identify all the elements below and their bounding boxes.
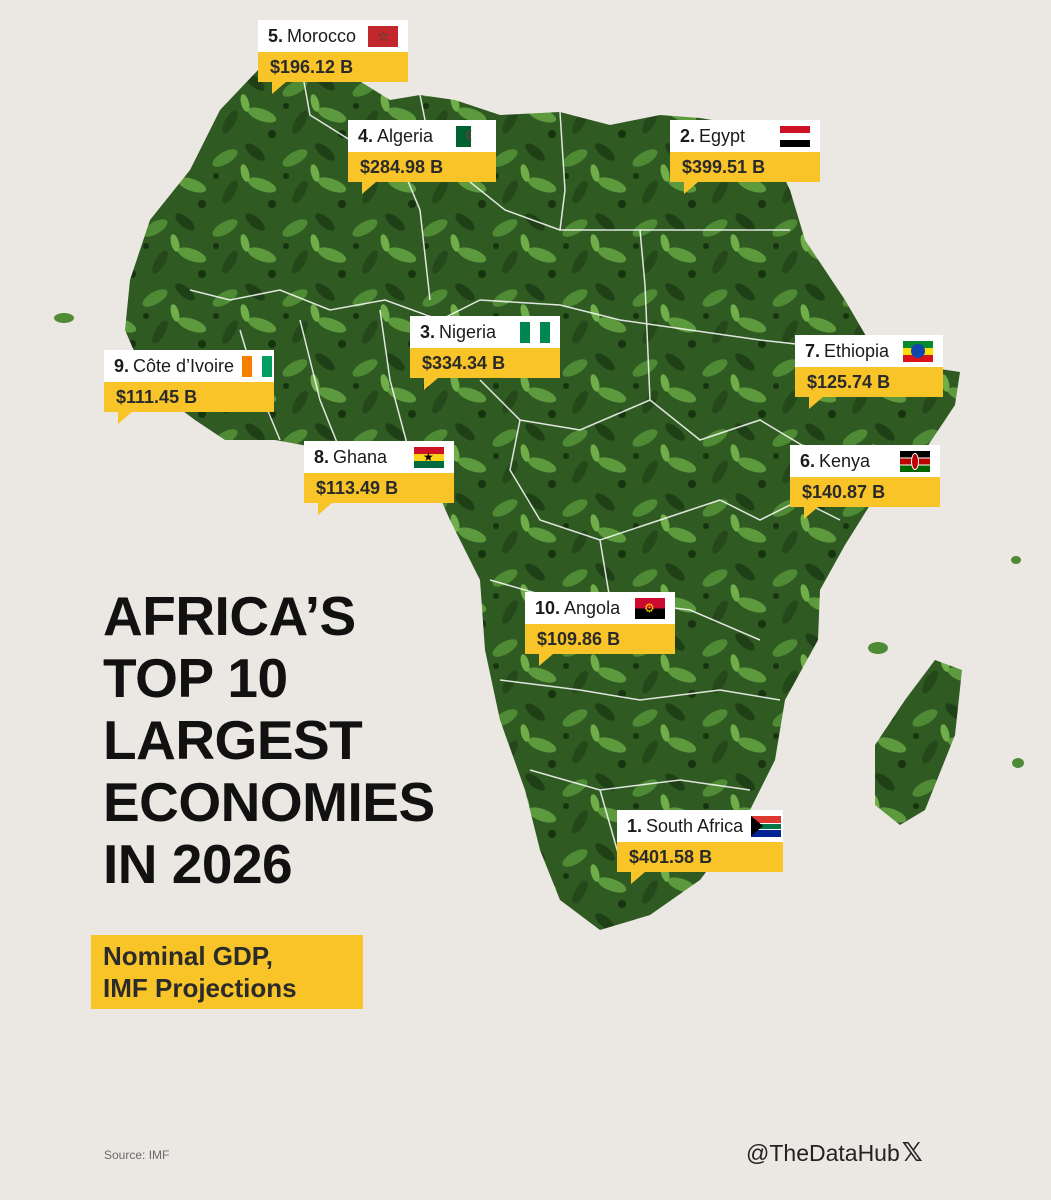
south-africa-flag-icon bbox=[751, 815, 782, 837]
gdp-value: $111.45 B bbox=[104, 382, 274, 424]
gdp-value: $109.86 B bbox=[525, 624, 675, 666]
ethiopia-flag-icon bbox=[903, 340, 933, 362]
x-logo-icon: 𝕏 bbox=[901, 1138, 923, 1168]
kenya-flag-icon bbox=[900, 450, 930, 472]
morocco-flag-icon: ☆ bbox=[368, 25, 398, 47]
label-angola: 10. Angola ⚙ $109.86 B bbox=[525, 592, 675, 666]
gdp-value: $125.74 B bbox=[795, 367, 943, 409]
egypt-flag-icon bbox=[780, 125, 810, 147]
ghana-flag-icon: ★ bbox=[414, 446, 444, 468]
gdp-value: $113.49 B bbox=[304, 473, 454, 515]
label-ethiopia: 7. Ethiopia $125.74 B bbox=[795, 335, 943, 409]
label-morocco: 5. Morocco ☆ $196.12 B bbox=[258, 20, 408, 94]
small-islands bbox=[54, 313, 1024, 768]
source-note: Source: IMF bbox=[104, 1148, 170, 1162]
label-top: 5. Morocco ☆ bbox=[258, 20, 408, 52]
label-cote-divoire: 9. Côte d’Ivoire $111.45 B bbox=[104, 350, 274, 424]
label-kenya: 6. Kenya $140.87 B bbox=[790, 445, 940, 519]
algeria-flag-icon: ☾ bbox=[456, 125, 486, 147]
subtitle-box: Nominal GDP, IMF Projections bbox=[91, 935, 363, 1009]
label-south-africa: 1. South Africa $401.58 B bbox=[617, 810, 783, 884]
label-algeria: 4. Algeria ☾ $284.98 B bbox=[348, 120, 496, 194]
label-nigeria: 3. Nigeria $334.34 B bbox=[410, 316, 560, 390]
cote-divoire-flag-icon bbox=[242, 355, 273, 377]
gdp-value: $401.58 B bbox=[617, 842, 783, 884]
gdp-value: $334.34 B bbox=[410, 348, 560, 390]
social-handle: @TheDataHub 𝕏 bbox=[746, 1138, 923, 1168]
gdp-value: $196.12 B bbox=[258, 52, 408, 94]
madagascar bbox=[875, 660, 962, 825]
nigeria-flag-icon bbox=[520, 321, 550, 343]
africa-landmass bbox=[125, 55, 960, 930]
label-ghana: 8. Ghana ★ $113.49 B bbox=[304, 441, 454, 515]
gdp-value: $140.87 B bbox=[790, 477, 940, 519]
angola-flag-icon: ⚙ bbox=[635, 597, 665, 619]
label-egypt: 2. Egypt $399.51 B bbox=[670, 120, 820, 194]
gdp-value: $399.51 B bbox=[670, 152, 820, 194]
page-title: AFRICA’S TOP 10 LARGEST ECONOMIES IN 202… bbox=[103, 585, 435, 895]
gdp-value: $284.98 B bbox=[348, 152, 496, 194]
